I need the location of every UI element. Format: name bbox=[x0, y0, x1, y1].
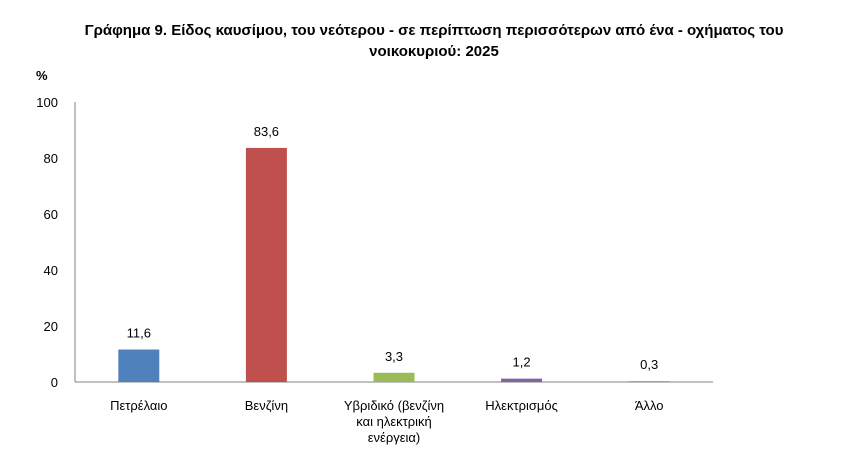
y-tick-label: 0 bbox=[51, 375, 58, 390]
y-tick-label: 60 bbox=[44, 207, 58, 222]
x-tick-label: Πετρέλαιο bbox=[110, 398, 167, 413]
data-label: 83,6 bbox=[254, 124, 279, 139]
x-axis-labels: Πετρέλαιο Βενζίνη Υβριδικό (βενζίνη και ηλε… bbox=[110, 398, 663, 445]
bar bbox=[245, 147, 287, 382]
data-label: 3,3 bbox=[385, 349, 403, 364]
y-tick-label: 20 bbox=[44, 319, 58, 334]
x-tick-label: Υβριδικό (βενζίνη και ηλεκτρική ενέργεια) bbox=[344, 398, 444, 445]
bar bbox=[373, 372, 415, 382]
data-label: 11,6 bbox=[127, 326, 151, 341]
chart-title-line-2: νοικοκυριού: 2025 bbox=[369, 43, 499, 60]
bars bbox=[118, 147, 670, 382]
y-tick-label: 80 bbox=[44, 151, 58, 166]
y-axis-ticks: 0 20 40 60 80 100 bbox=[36, 95, 58, 390]
x-tick-label: Βενζίνη bbox=[245, 398, 288, 413]
data-labels: 11,6 83,6 3,3 1,2 0,3 bbox=[127, 124, 659, 372]
bar bbox=[501, 378, 543, 382]
data-label: 0,3 bbox=[640, 357, 658, 372]
bar bbox=[628, 381, 670, 382]
x-tick-label: Ηλεκτρισμός bbox=[485, 398, 558, 413]
chart-title: Γράφημα 9. Είδος καυσίμου, του νεότερου … bbox=[0, 20, 868, 62]
y-axis-unit-label: % bbox=[36, 68, 48, 83]
bar bbox=[118, 349, 160, 382]
y-tick-label: 100 bbox=[36, 95, 58, 110]
data-label: 1,2 bbox=[513, 355, 531, 370]
x-tick-label: Άλλο bbox=[635, 398, 664, 413]
y-tick-label: 40 bbox=[44, 263, 58, 278]
chart-title-line-1: Γράφημα 9. Είδος καυσίμου, του νεότερου … bbox=[84, 22, 784, 39]
